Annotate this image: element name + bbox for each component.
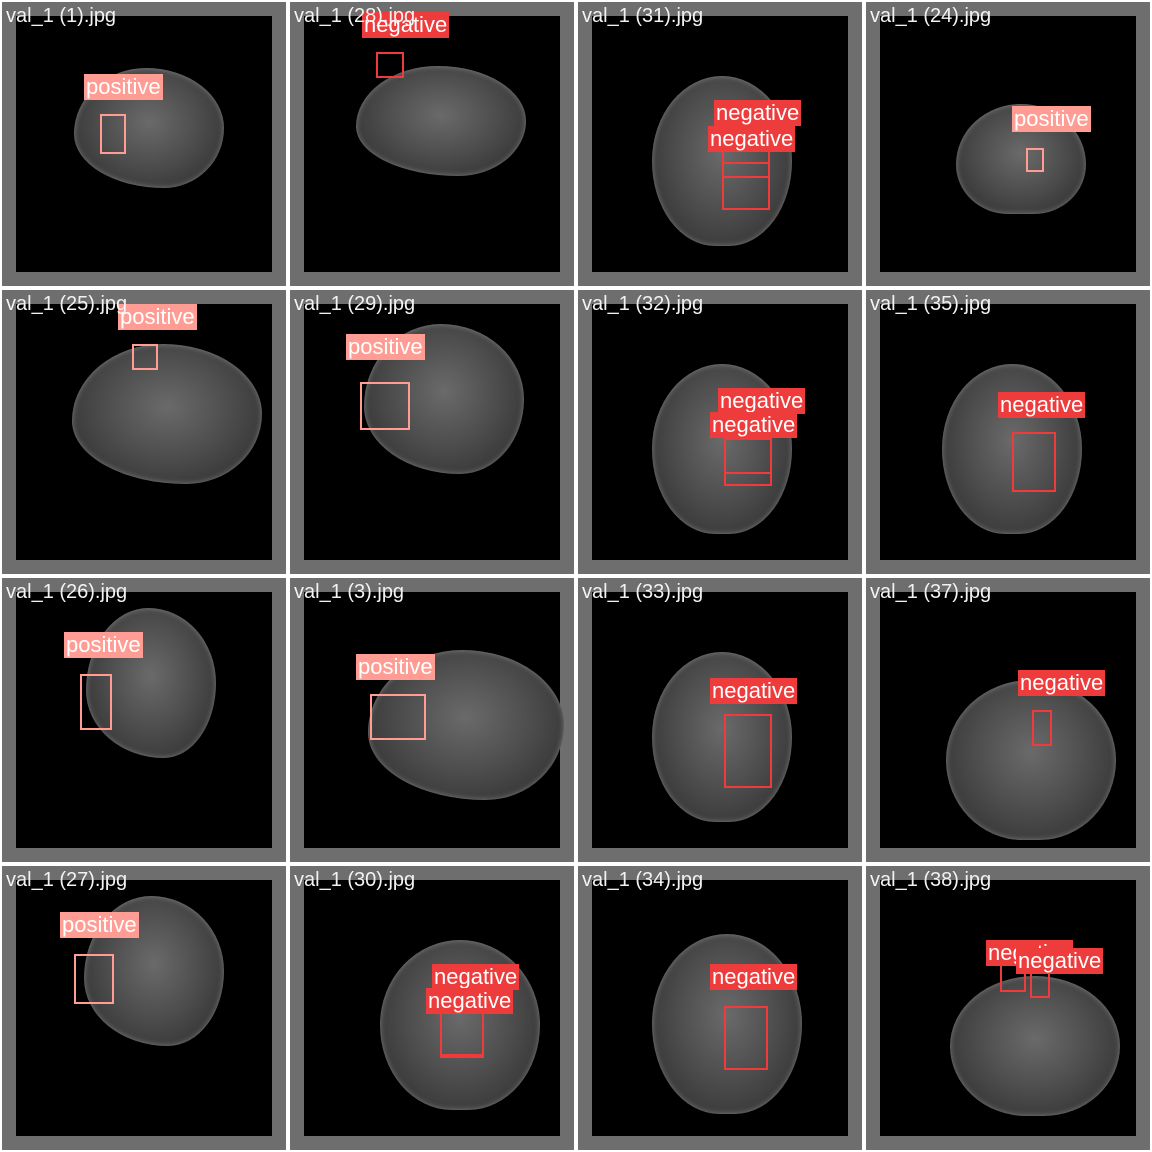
image-tile: negative val_1 (33).jpg: [578, 578, 862, 862]
filename-label: val_1 (28).jpg: [294, 5, 416, 27]
detection-label: positive: [356, 654, 435, 680]
image-tile: negative val_1 (37).jpg: [866, 578, 1150, 862]
image-tile: positive val_1 (29).jpg: [290, 290, 574, 574]
mri-scan: [16, 880, 272, 1136]
filename-label: val_1 (29).jpg: [294, 293, 416, 315]
mri-scan: [16, 16, 272, 272]
detection-label: negative: [718, 388, 806, 414]
filename-label: val_1 (32).jpg: [582, 293, 704, 315]
image-tile: positive val_1 (1).jpg: [2, 2, 286, 286]
image-tile: positive val_1 (25).jpg: [2, 290, 286, 574]
detection-label: negative: [710, 678, 798, 704]
bounding-box: [440, 1008, 484, 1056]
detection-label: negative: [1016, 948, 1104, 974]
mri-scan: [880, 880, 1136, 1136]
detection-label: negative: [432, 964, 520, 990]
bounding-box: [74, 954, 114, 1004]
mri-scan: [592, 880, 848, 1136]
bounding-box: [360, 382, 410, 430]
detection-label: positive: [118, 304, 197, 330]
mri-scan: [592, 304, 848, 560]
filename-label: val_1 (37).jpg: [870, 581, 992, 603]
detection-label: positive: [60, 912, 139, 938]
filename-label: val_1 (1).jpg: [6, 5, 117, 27]
bounding-box: [132, 344, 158, 370]
mri-scan: [304, 880, 560, 1136]
bounding-box: [1012, 432, 1056, 492]
detection-label: positive: [346, 334, 425, 360]
detection-label: positive: [1012, 106, 1091, 132]
bounding-box: [724, 438, 772, 486]
image-tile: negative negative val_1 (31).jpg: [578, 2, 862, 286]
image-tile: positive val_1 (26).jpg: [2, 578, 286, 862]
bounding-box: [376, 52, 404, 78]
image-tile: positive val_1 (3).jpg: [290, 578, 574, 862]
image-tile: negative negative val_1 (30).jpg: [290, 866, 574, 1150]
filename-label: val_1 (35).jpg: [870, 293, 992, 315]
image-tile: negative val_1 (34).jpg: [578, 866, 862, 1150]
detection-label: negative: [714, 100, 802, 126]
filename-label: val_1 (34).jpg: [582, 869, 704, 891]
bounding-box: [1026, 148, 1044, 172]
filename-label: val_1 (3).jpg: [294, 581, 405, 603]
filename-label: val_1 (27).jpg: [6, 869, 128, 891]
detection-label: negative: [710, 964, 798, 990]
bounding-box: [100, 114, 126, 154]
image-tile: negative val_1 (35).jpg: [866, 290, 1150, 574]
filename-label: val_1 (25).jpg: [6, 293, 128, 315]
brain-region: [950, 976, 1120, 1116]
detection-label: negative: [998, 392, 1086, 418]
bounding-box: [80, 674, 112, 730]
image-tile: negative negative val_1 (32).jpg: [578, 290, 862, 574]
filename-label: val_1 (38).jpg: [870, 869, 992, 891]
detection-label: negative: [362, 12, 450, 38]
mri-scan: [880, 592, 1136, 848]
detection-label: negative: [708, 126, 796, 152]
brain-region: [946, 680, 1116, 840]
bounding-box: [724, 714, 772, 788]
bounding-box: [722, 162, 770, 210]
mri-scan: [304, 16, 560, 272]
filename-label: val_1 (24).jpg: [870, 5, 992, 27]
filename-label: val_1 (30).jpg: [294, 869, 416, 891]
detection-label: positive: [84, 74, 163, 100]
detection-label: negative: [1018, 670, 1106, 696]
mri-scan: [304, 304, 560, 560]
mri-scan: [880, 304, 1136, 560]
detection-label: negative: [710, 412, 798, 438]
bounding-box: [370, 694, 426, 740]
brain-region: [356, 66, 526, 176]
mri-scan: [880, 16, 1136, 272]
image-tile: positive val_1 (24).jpg: [866, 2, 1150, 286]
mri-scan: [16, 592, 272, 848]
detection-label: negative: [426, 988, 514, 1014]
image-tile: positive val_1 (27).jpg: [2, 866, 286, 1150]
mri-scan: [16, 304, 272, 560]
filename-label: val_1 (33).jpg: [582, 581, 704, 603]
bounding-box: [724, 1006, 768, 1070]
filename-label: val_1 (26).jpg: [6, 581, 128, 603]
detection-label: positive: [64, 632, 143, 658]
mri-scan: [304, 592, 564, 848]
mri-scan: [592, 592, 848, 848]
image-tile: negative val_1 (28).jpg: [290, 2, 574, 286]
brain-region: [72, 344, 262, 484]
bounding-box: [1032, 710, 1052, 746]
filename-label: val_1 (31).jpg: [582, 5, 704, 27]
